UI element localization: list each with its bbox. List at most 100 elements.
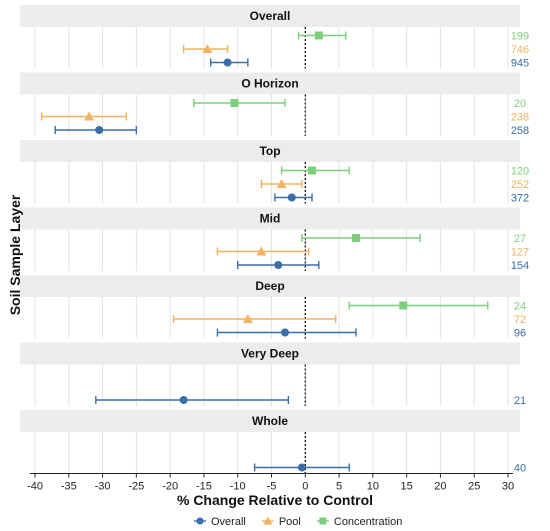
point-estimate xyxy=(351,234,360,242)
estimate-concentration: 199 xyxy=(297,31,529,43)
estimate-overall: 40 xyxy=(253,463,526,475)
sample-size-label: 40 xyxy=(514,463,526,475)
x-axis-title: % Change Relative to Control xyxy=(177,492,373,508)
legend-label: Overall xyxy=(211,516,246,528)
x-tick-label: 10 xyxy=(367,481,379,493)
panel-header xyxy=(20,410,520,432)
panel-title: Mid xyxy=(260,212,281,226)
panel-header xyxy=(20,342,520,365)
estimate-overall: 21 xyxy=(95,395,526,407)
legend-label: Concentration xyxy=(334,516,403,528)
x-tick-label: 5 xyxy=(336,481,342,493)
sample-size-label: 199 xyxy=(511,31,529,43)
sample-size-label: 120 xyxy=(511,166,529,178)
sample-size-label: 72 xyxy=(514,314,526,326)
sample-size-label: 746 xyxy=(511,44,529,56)
legend-item-pool: Pool xyxy=(261,516,301,528)
panel-body xyxy=(20,27,520,69)
estimate-overall: 154 xyxy=(237,260,529,272)
sample-size-label: 24 xyxy=(514,301,526,313)
estimate-overall: 96 xyxy=(216,328,526,340)
estimate-concentration: 20 xyxy=(193,98,526,110)
panel-body xyxy=(20,94,520,136)
x-axis-ticks: -40 -35 -30 -25 -20 -15 -10 -5 0 5 10 15 20 25 30 xyxy=(27,473,514,493)
y-axis-title: Soil Sample Layer xyxy=(7,194,23,315)
x-tick-label: -10 xyxy=(230,481,246,493)
estimate-concentration: 120 xyxy=(280,166,529,178)
estimate-overall: 372 xyxy=(274,193,529,205)
point-estimate xyxy=(256,246,267,256)
estimate-pool: 238 xyxy=(41,111,529,124)
sample-size-label: 252 xyxy=(511,179,529,191)
x-tick-label: 15 xyxy=(401,481,413,493)
x-tick-label: 30 xyxy=(502,481,514,493)
panel-header xyxy=(20,140,520,162)
panel-body xyxy=(20,162,520,204)
panel-header xyxy=(20,72,520,95)
legend-marker xyxy=(319,517,327,525)
point-estimate xyxy=(281,328,290,337)
panel-header xyxy=(20,5,520,27)
sample-size-label: 21 xyxy=(514,395,526,407)
point-estimate xyxy=(274,261,283,269)
point-estimate xyxy=(297,463,306,472)
panel-body xyxy=(20,229,520,271)
panel-very-deep: Very Deep 21 xyxy=(20,342,526,407)
sample-size-label: 96 xyxy=(514,328,526,340)
point-estimate xyxy=(276,179,287,188)
x-tick-label: -25 xyxy=(128,481,144,493)
sample-size-label: 372 xyxy=(511,193,529,205)
panel-title: O Horizon xyxy=(241,77,298,91)
x-tick-label: -15 xyxy=(196,481,212,493)
legend-label: Pool xyxy=(279,516,301,528)
sample-size-label: 127 xyxy=(511,247,529,259)
point-estimate xyxy=(95,126,104,134)
x-tick-label: 0 xyxy=(302,481,308,493)
panel-body xyxy=(20,364,520,406)
estimate-overall: 258 xyxy=(54,125,529,137)
point-estimate xyxy=(223,58,232,67)
sample-size-label: 20 xyxy=(514,98,526,110)
panel-body xyxy=(20,432,520,474)
panel-title: Whole xyxy=(252,414,288,428)
panel-whole: Whole 40 xyxy=(20,410,526,475)
panel-title: Deep xyxy=(255,279,284,293)
point-estimate xyxy=(287,193,296,202)
panel-body xyxy=(20,297,520,339)
panel-header xyxy=(20,207,520,230)
panel-header xyxy=(20,275,520,297)
sample-size-label: 258 xyxy=(511,125,529,137)
point-estimate xyxy=(179,396,188,404)
point-estimate xyxy=(202,44,213,53)
sample-size-label: 154 xyxy=(511,260,529,272)
sample-size-label: 945 xyxy=(511,58,529,70)
estimate-pool: 746 xyxy=(182,44,529,56)
x-tick-label: 25 xyxy=(468,481,480,493)
point-estimate xyxy=(314,31,323,40)
point-estimate xyxy=(84,111,95,121)
legend-item-concentration: Concentration xyxy=(316,516,403,528)
estimate-overall: 945 xyxy=(209,58,529,70)
legend-marker xyxy=(263,516,273,525)
panel-title: Top xyxy=(259,144,280,158)
panel-title: Overall xyxy=(250,9,291,23)
sample-size-label: 238 xyxy=(511,112,529,124)
x-tick-label: -40 xyxy=(27,481,43,493)
legend-marker xyxy=(196,517,204,525)
estimate-pool: 127 xyxy=(216,246,529,259)
point-estimate xyxy=(308,166,317,175)
x-tick-label: 20 xyxy=(434,481,446,493)
estimate-pool: 72 xyxy=(172,314,526,326)
point-estimate xyxy=(230,99,239,107)
point-estimate xyxy=(242,314,253,323)
sample-size-label: 27 xyxy=(514,233,526,245)
legend: Overall Pool Concentration xyxy=(194,516,402,528)
x-tick-label: -35 xyxy=(61,481,77,493)
